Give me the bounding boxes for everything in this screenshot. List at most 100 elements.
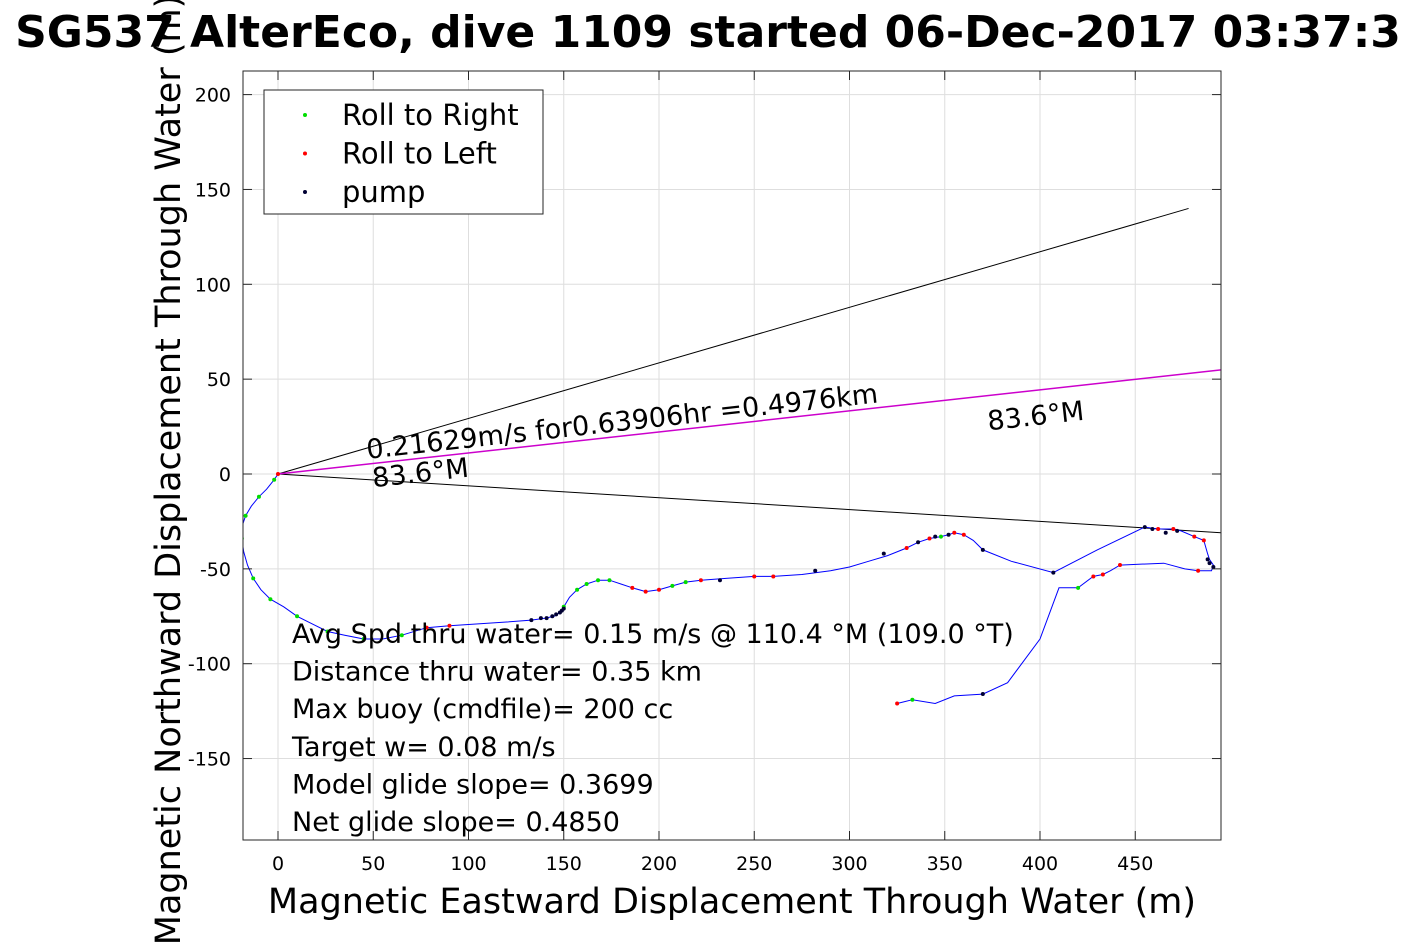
x-tick-label: 300 [831,853,867,875]
legend-label: Roll to Left [342,137,497,171]
roll-right-point [1076,585,1081,590]
stats-line: Max buoy (cmdfile)= 200 cc [292,694,673,725]
y-tick-label: -50 [200,559,231,581]
heading-line [277,369,1221,475]
x-tick-label: 50 [361,853,385,875]
cone-line [277,473,1221,534]
pump-point [1211,564,1216,569]
legend-marker [303,113,307,117]
legend-label: Roll to Right [342,98,519,132]
pump-point [916,540,921,545]
chart-title: SG537 AlterEco, dive 1109 started 06-Dec… [15,7,1401,58]
roll-left-point [771,574,776,579]
roll-left-point [895,701,900,706]
legend-marker [303,190,307,194]
x-tick-label: 350 [927,853,963,875]
stats-line: Model glide slope= 0.3699 [292,769,654,800]
y-axis-label: Magnetic Northward Displacement Through … [149,0,189,945]
y-tick-label: -100 [188,654,231,676]
roll-left-point [657,587,661,592]
heading-line-segment [277,369,1221,475]
pump-point [554,612,559,617]
roll-right-point [607,578,612,583]
roll-left-point [1100,572,1105,577]
stats-line: Avg Spd thru water= 0.15 m/s @ 110.4 °M … [292,619,1014,650]
x-tick-label: 250 [736,853,772,875]
x-tick-label: 150 [546,853,582,875]
roll-right-point [910,697,915,702]
pump-point [544,616,549,621]
pump-point [1163,530,1168,535]
y-tick-label: 200 [195,85,231,107]
roll-right-point [295,614,300,619]
roll-left-point [1156,527,1161,532]
x-tick-label: 400 [1022,853,1058,875]
legend-label: pump [342,175,425,209]
roll-left-point [630,585,635,590]
roll-right-point [243,513,248,518]
stats-text: Avg Spd thru water= 0.15 m/s @ 110.4 °M … [291,619,1014,838]
x-tick-label: 0 [272,853,284,875]
roll-left-point [276,472,280,476]
roll-left-point [1118,563,1123,568]
x-tick-label: 100 [450,853,486,875]
y-tick-label: 50 [207,369,231,391]
roll-right-point [256,494,261,499]
roll-right-point [596,578,601,583]
roll-left-point [643,589,648,594]
roll-right-point [670,583,675,588]
pump-point [1150,527,1155,532]
pump-point [550,614,555,619]
y-tick-label: 0 [219,464,231,486]
roll-left-point [1201,538,1206,543]
y-tick-label: -150 [188,749,231,771]
roll-left-point [1192,534,1197,539]
roll-left-point [752,574,757,579]
pump-point [538,616,543,621]
x-tick-label: 450 [1117,853,1153,875]
roll-right-point [399,633,404,638]
roll-right-point [251,576,256,581]
roll-left-point [927,536,932,541]
roll-right-point [268,597,273,602]
roll-left-point [698,578,703,583]
legend-marker [303,151,307,156]
ticks: 0 50 100 150 200 250 300 350 400 450 -150 -100 -50 0 5… [188,71,1221,875]
legend: Roll to Right Roll to Left pump [263,89,544,215]
pump-point [529,618,534,623]
y-tick-label: 150 [195,179,231,201]
y-tick-label: 100 [195,274,231,296]
roll-left-point [447,623,452,628]
roll-right-point [584,582,589,587]
stats-line: Distance thru water= 0.35 km [292,657,702,688]
roll-left-point [1091,574,1096,579]
roll-left-point [1171,527,1176,532]
stats-line: Target w= 0.08 m/s [291,732,556,763]
roll-right-point [361,637,366,642]
roll-right-point [683,580,688,585]
pump-point [980,547,985,552]
roll-right-point [938,534,943,539]
pump-point [1207,561,1212,566]
pump-point [1205,557,1210,562]
pump-point [1051,570,1056,575]
pump-point [717,578,722,583]
x-axis-label: Magnetic Eastward Displacement Through W… [268,882,1196,922]
legend-box [263,89,544,215]
heading-cone [277,207,1221,534]
points [243,472,1216,706]
roll-right-point [575,587,580,592]
pump-point [946,532,951,537]
plot-frame [242,70,1222,841]
pump-point [881,551,886,556]
pump-point [1175,528,1180,533]
roll-left-point [904,545,909,550]
roll-left-point [961,532,966,537]
pump-point [933,534,938,539]
stats-line: Net glide slope= 0.4850 [292,807,620,838]
roll-right-point [325,629,330,634]
x-tick-label: 200 [641,853,677,875]
roll-left-point [1196,568,1201,573]
pump-point [561,606,566,611]
